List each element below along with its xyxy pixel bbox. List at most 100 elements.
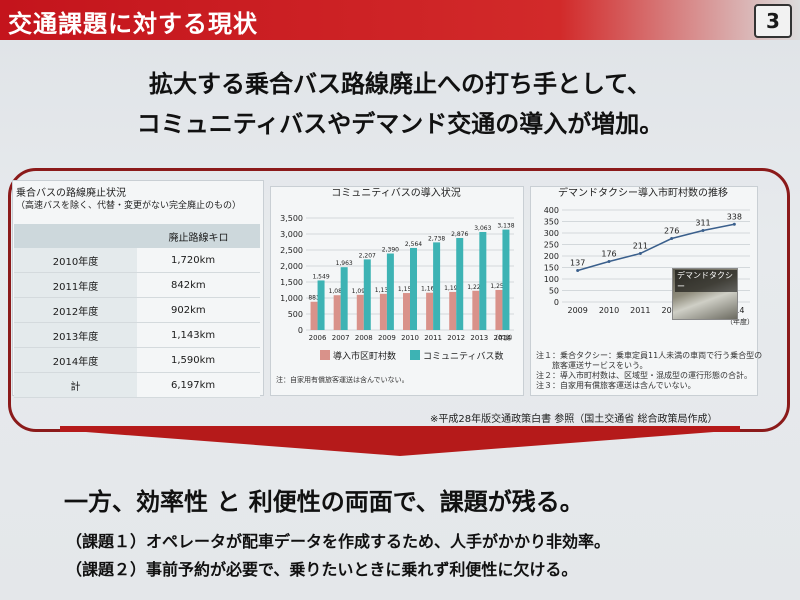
bar-municipalities (449, 291, 457, 330)
year-cell: 2014年度 (14, 347, 137, 373)
table-row: 2010年度 1,720km (14, 248, 260, 273)
x-tick-label: 2014 (494, 334, 512, 342)
table-row: 2011年度 842km (14, 272, 260, 298)
data-point (701, 228, 705, 232)
data-label: 1,130 (375, 287, 392, 294)
legend-label-community-bus: コミュニティバス数 (423, 350, 503, 362)
x-tick-label: 2009 (378, 334, 396, 342)
y-tick-label: 300 (544, 229, 559, 238)
km-cell: 1,720km (137, 248, 260, 273)
data-label: 1,165 (421, 286, 438, 293)
data-label: 1,190 (444, 285, 461, 292)
data-label: 1,251 (490, 283, 507, 290)
bar-municipalities (310, 301, 318, 330)
y-tick-label: 350 (544, 218, 559, 227)
y-tick-label: 100 (544, 275, 559, 284)
y-tick-label: 1,000 (280, 294, 303, 303)
photo-label: デマンドタクシー (675, 270, 737, 292)
bar-municipalities (495, 289, 503, 330)
demand-taxi-photo: デマンドタクシー (672, 268, 738, 320)
down-arrow-icon (60, 430, 740, 456)
km-cell: 842km (137, 272, 260, 298)
bar-chart-note: 注：自家用有償旅客運送は含んでいない。 (276, 375, 409, 384)
y-tick-label: 3,500 (280, 214, 303, 223)
km-cell: 6,197km (137, 372, 260, 398)
demand-taxi-chart: デマンドタクシー導入市町村数の推移 0 50 100 150 200 250 300 350 40… (544, 186, 754, 326)
data-label: 3,138 (497, 223, 514, 230)
data-label: 2,738 (428, 235, 445, 242)
km-column-header: 廃止路線キロ (137, 224, 260, 248)
data-point (607, 260, 611, 264)
x-tick-label: 2011 (424, 334, 442, 342)
bar-municipalities (379, 293, 387, 330)
table-header-row: 廃止路線キロ (14, 224, 260, 248)
x-tick-label: 2009 (567, 306, 587, 315)
data-label: 2,876 (451, 231, 468, 238)
bar-community-bus (502, 229, 510, 330)
y-tick-label: 2,000 (280, 262, 303, 271)
bar-community-bus (317, 280, 325, 330)
data-point (732, 222, 736, 226)
year-cell: 2011年度 (14, 272, 137, 298)
km-cell: 1,590km (137, 347, 260, 373)
y-tick-label: 200 (544, 252, 559, 261)
data-label: 2,207 (359, 252, 376, 259)
bar-community-bus (340, 267, 348, 330)
data-label: 1,099 (352, 288, 369, 295)
demand-note-3: 注２：導入市町村数は、区域型・混成型の運行形態の合計。 (536, 371, 752, 380)
data-label: 211 (633, 241, 648, 250)
data-label: 1,226 (467, 284, 484, 291)
x-tick-label: 2006 (309, 334, 327, 342)
x-tick-label: 2011 (630, 306, 650, 315)
table-row: 2013年度 1,143km (14, 322, 260, 348)
y-tick-label: 0 (554, 298, 559, 307)
table-row: 2012年度 902km (14, 297, 260, 323)
data-label: 276 (664, 227, 679, 236)
km-cell: 902km (137, 297, 260, 323)
route-table-title: 乗合バスの路線廃止状況 (16, 188, 126, 199)
data-label: 338 (727, 212, 742, 221)
x-tick-label: 2010 (401, 334, 419, 342)
table-row: 2014年度 1,590km (14, 347, 260, 373)
bar-community-bus (456, 237, 464, 330)
y-tick-label: 400 (544, 206, 559, 215)
data-label: 311 (695, 218, 710, 227)
x-tick-label: 2012 (661, 306, 681, 315)
data-point (638, 251, 642, 255)
x-unit-label: （年度） (726, 317, 754, 326)
y-tick-label: 250 (544, 241, 559, 250)
bar-community-bus (363, 259, 371, 330)
data-label: 137 (570, 258, 585, 267)
data-label: 883 (308, 295, 320, 302)
data-label: 2,390 (382, 247, 399, 254)
y-tick-label: 3,000 (280, 230, 303, 239)
x-tick-label: 2008 (355, 334, 373, 342)
bar-municipalities (472, 290, 480, 330)
bar-municipalities (356, 294, 364, 330)
data-label: 2,564 (405, 241, 422, 248)
data-label: 3,063 (474, 225, 491, 232)
bar-municipalities (426, 292, 434, 330)
x-tick-label: 2012 (447, 334, 465, 342)
km-cell: 1,143km (137, 322, 260, 348)
headline-line2: コミュニティバスやデマンド交通の導入が増加。 (136, 110, 664, 138)
series-line (577, 223, 735, 272)
bar-community-bus (410, 247, 417, 330)
y-tick-label: 500 (288, 310, 303, 319)
year-cell: 計 (14, 372, 137, 398)
demand-note-1: 注１：乗合タクシー：乗車定員11人未満の車両で行う乗合型の (536, 351, 763, 360)
data-label: 1,155 (398, 286, 415, 293)
data-point (576, 268, 580, 272)
slide-title: 交通課題に対する現状 (8, 10, 258, 38)
y-tick-label: 0 (298, 326, 303, 335)
year-cell: 2010年度 (14, 248, 137, 273)
page-number: 3 (754, 4, 792, 38)
route-table: 廃止路線キロ 2010年度 1,720km 2011年度 842km 2012年度 9… (14, 224, 260, 398)
demand-note-2: 旅客運送サービスをいう。 (536, 361, 648, 370)
arrow-bar (60, 426, 740, 432)
year-cell: 2013年度 (14, 322, 137, 348)
x-tick-label: 2013 (470, 334, 488, 342)
data-label: 1,549 (312, 273, 329, 280)
issue-2: （課題２）事前予約が必要で、乗りたいときに乗れず利便性に欠ける。 (66, 560, 578, 579)
headline-line1: 拡大する乗合バス路線廃止への打ち手として、 (148, 70, 652, 98)
